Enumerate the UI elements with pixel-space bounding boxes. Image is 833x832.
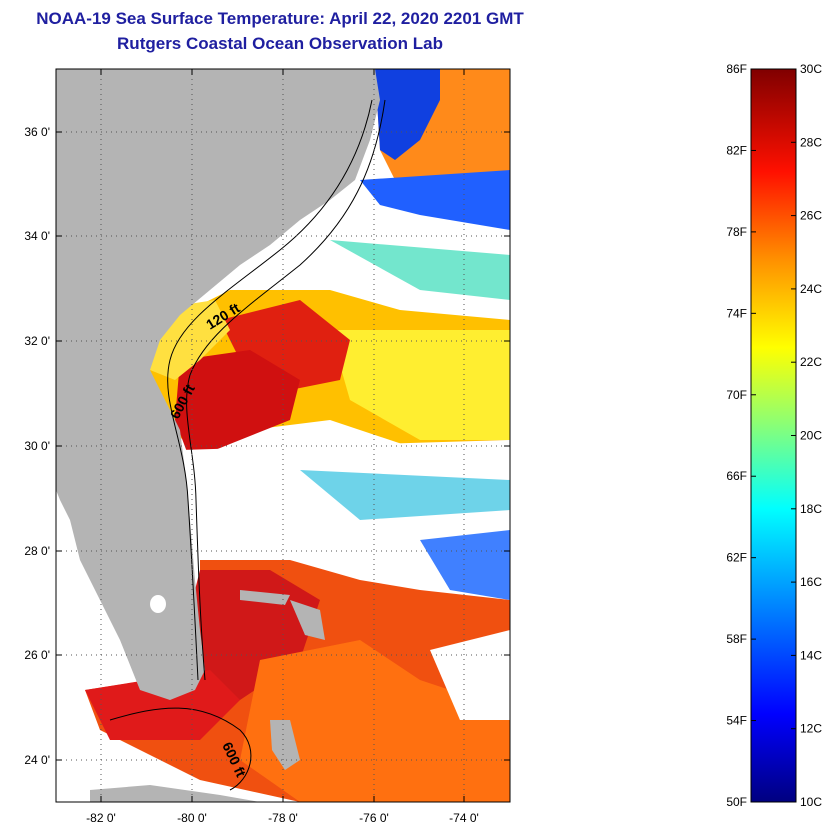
land-bahamas-andros <box>270 720 300 770</box>
cloud-patch-south-east <box>430 630 510 720</box>
colorbar-f-label: 82F <box>726 143 747 157</box>
sst-patch-coastal-cold-north <box>375 69 440 160</box>
contour-straits-line <box>109 707 252 791</box>
colorbar-celsius-labels: 30C 28C 26C 24C 22C 20C 18C 16C 14C 12C 10C <box>791 62 822 809</box>
map-subtitle: Rutgers Coastal Ocean Observation Lab <box>117 34 443 53</box>
colorbar-f-label: 74F <box>726 306 747 320</box>
colorbar-f-label: 62F <box>726 551 747 565</box>
sst-patch-south-cold <box>420 530 510 600</box>
colorbar-f-label: 70F <box>726 388 747 402</box>
land-mainland <box>56 69 380 700</box>
land-bahamas-abaco <box>290 600 325 640</box>
colorbar-c-label: 22C <box>800 355 822 369</box>
colorbar-c-label: 14C <box>800 648 822 662</box>
lon-label-78: -78 0' <box>268 811 298 825</box>
map-gridlines <box>56 69 510 802</box>
colorbar-c-label: 12C <box>800 722 822 736</box>
lon-label-76: -76 0' <box>359 811 389 825</box>
lon-label-74: -74 0' <box>449 811 479 825</box>
sst-patch-mid-cool <box>330 240 510 300</box>
colorbar-c-label: 28C <box>800 135 822 149</box>
map-content <box>56 69 510 802</box>
colorbar-c-label: 16C <box>800 575 822 589</box>
lat-label-36: 36 0' <box>24 125 50 139</box>
colorbar-c-label: 10C <box>800 795 822 809</box>
lat-label-28: 28 0' <box>24 544 50 558</box>
lat-label-30: 30 0' <box>24 439 50 453</box>
sst-patch-florida-straits <box>85 670 240 740</box>
colorbar-c-label: 26C <box>800 209 822 223</box>
colorbar <box>750 68 797 803</box>
sst-patch-bahamas <box>240 640 510 802</box>
sst-patch-cold-band <box>360 170 510 230</box>
colorbar-fahrenheit-labels: 86F 82F 78F 74F 70F 66F 62F 58F 54F 50F <box>726 62 756 809</box>
map-tick-marks <box>56 69 510 802</box>
colorbar-f-label: 78F <box>726 225 747 239</box>
colorbar-f-label: 66F <box>726 469 747 483</box>
contour-600ft-line <box>186 99 386 681</box>
lat-label-24: 24 0' <box>24 753 50 767</box>
lon-label-80: -80 0' <box>177 811 207 825</box>
colorbar-c-label: 30C <box>800 62 822 76</box>
sst-patch-gulf-stream-core <box>175 350 300 460</box>
colorbar-f-label: 86F <box>726 62 747 76</box>
colorbar-f-label: 50F <box>726 795 747 809</box>
lon-label-82: -82 0' <box>86 811 116 825</box>
lat-label-34: 34 0' <box>24 229 50 243</box>
map-title: NOAA-19 Sea Surface Temperature: April 2… <box>36 9 524 28</box>
colorbar-f-label: 54F <box>726 714 747 728</box>
land-bahamas-grand <box>240 590 290 605</box>
colorbar-c-label: 24C <box>800 282 822 296</box>
lat-label-26: 26 0' <box>24 648 50 662</box>
sst-patch-central-cool <box>300 470 510 520</box>
lat-label-32: 32 0' <box>24 334 50 348</box>
colorbar-f-label: 58F <box>726 632 747 646</box>
colorbar-c-label: 18C <box>800 502 822 516</box>
land-cuba <box>90 785 260 802</box>
sst-patch-yellow <box>330 330 510 440</box>
colorbar-c-label: 20C <box>800 429 822 443</box>
lake-okeechobee <box>150 595 166 613</box>
